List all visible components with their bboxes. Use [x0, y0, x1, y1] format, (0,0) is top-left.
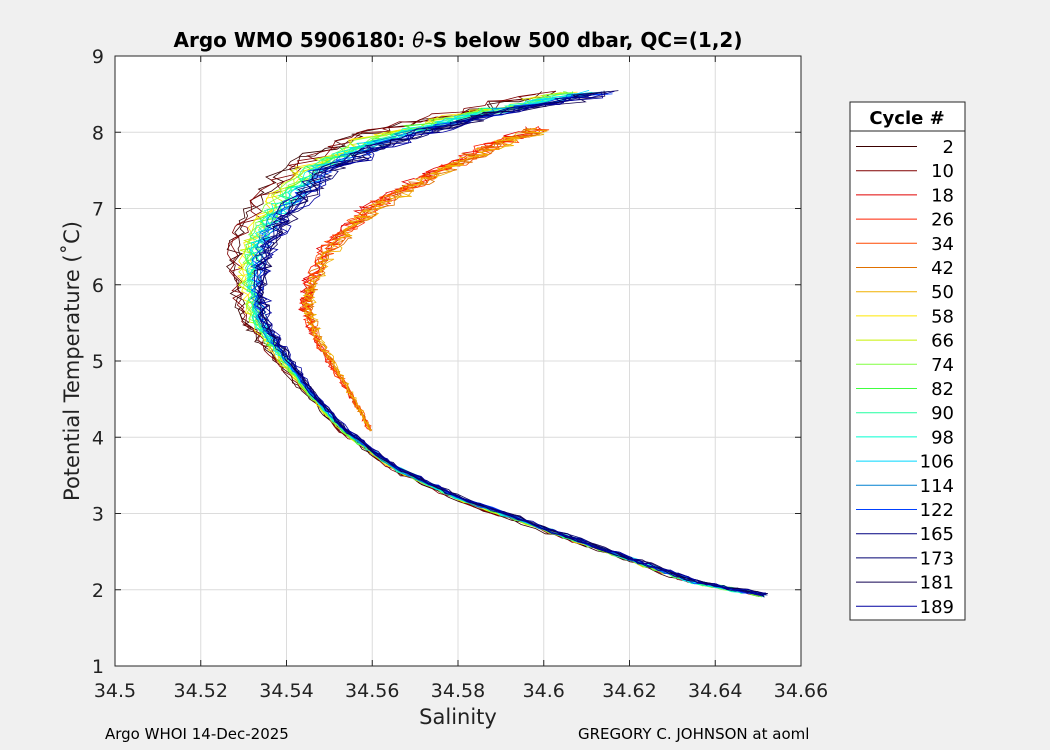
x-tick-label: 34.6 — [523, 680, 565, 702]
y-tick-label: 6 — [92, 275, 104, 297]
legend-label: 10 — [931, 161, 954, 182]
legend-label: 74 — [931, 355, 954, 376]
legend-label: 114 — [920, 476, 954, 497]
legend-label: 165 — [920, 524, 954, 545]
y-tick-label: 2 — [92, 580, 104, 602]
legend: Cycle # 2 10 18 26 34 42 50 58 66 74 82 90 98 106 114 1… — [849, 101, 966, 621]
profile-line-cycle-50 — [302, 129, 548, 430]
x-tick-label: 34.56 — [345, 680, 399, 702]
profile-line-cycle-165 — [255, 91, 764, 597]
legend-label: 50 — [931, 282, 954, 303]
x-tick-label: 34.62 — [602, 680, 656, 702]
profile-line-cycle-189 — [256, 91, 766, 596]
y-tick-label: 3 — [92, 504, 104, 526]
profile-line-cycle-173 — [253, 92, 769, 595]
title-prefix: Argo WMO 5906180: — [174, 28, 413, 52]
y-tick-label: 5 — [92, 351, 104, 373]
x-tick-label: 34.5 — [94, 680, 136, 702]
legend-label: 106 — [920, 452, 954, 473]
legend-label: 90 — [931, 403, 954, 424]
legend-label: 26 — [931, 210, 954, 231]
x-tick-label: 34.54 — [259, 680, 313, 702]
legend-label: 181 — [920, 573, 954, 594]
profile-line-cycle-90 — [245, 91, 763, 595]
x-axis-label: Salinity — [419, 705, 497, 729]
y-axis-label: Potential Temperature (˚C) — [60, 221, 84, 501]
y-tick-label: 1 — [92, 656, 104, 678]
legend-label: 2 — [943, 137, 954, 158]
legend-label: 42 — [931, 258, 954, 279]
legend-label: 98 — [931, 427, 954, 448]
x-tick-label: 34.66 — [774, 680, 828, 702]
footer-left: Argo WHOI 14-Dec-2025 — [105, 725, 289, 743]
y-tick-label: 8 — [92, 122, 104, 144]
footer-right: GREGORY C. JOHNSON at aoml — [578, 725, 810, 743]
legend-label: 189 — [920, 597, 954, 618]
profile-line-cycle-2 — [226, 90, 757, 594]
title-suffix: -S below 500 dbar, QC=(1,2) — [424, 28, 742, 52]
y-tick-label: 7 — [92, 199, 104, 221]
legend-label: 173 — [920, 548, 954, 569]
legend-label: 122 — [920, 500, 954, 521]
profile-line-cycle-189 — [258, 91, 767, 594]
profiles — [226, 90, 769, 598]
ticks: 34.5 34.52 34.54 34.56 34.58 34.6 34.62 34.64 34… — [92, 46, 828, 702]
x-tick-label: 34.58 — [431, 680, 485, 702]
y-tick-label: 9 — [92, 46, 104, 68]
profile-line-cycle-10 — [227, 93, 757, 596]
legend-title: Cycle # — [869, 108, 944, 129]
x-tick-label: 34.64 — [688, 680, 742, 702]
title-theta: θ — [412, 28, 424, 52]
legend-label: 18 — [931, 185, 954, 206]
chart-title: Argo WMO 5906180: θ-S below 500 dbar, QC… — [174, 28, 743, 52]
x-tick-label: 34.52 — [174, 680, 228, 702]
y-tick-label: 4 — [92, 427, 104, 449]
legend-label: 82 — [931, 379, 954, 400]
legend-label: 66 — [931, 331, 954, 352]
profile-line-cycle-50 — [301, 127, 545, 432]
legend-label: 34 — [931, 234, 954, 255]
legend-label: 58 — [931, 306, 954, 327]
profile-line-cycle-173 — [257, 94, 768, 596]
legend-entries: 2 10 18 26 34 42 50 58 66 74 82 90 98 106 114 122 165 173… — [856, 137, 954, 618]
